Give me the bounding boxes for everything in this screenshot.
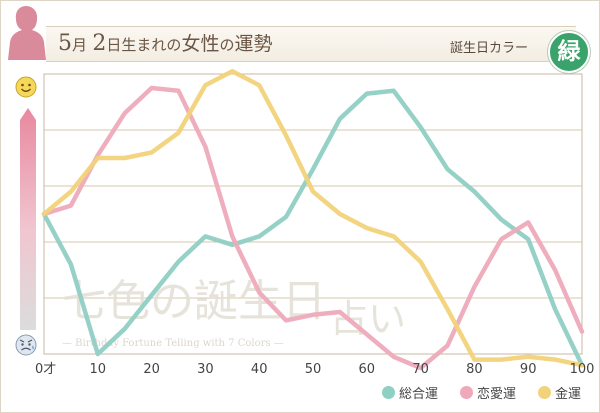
title-day: 2: [92, 31, 107, 56]
x-tick-label: 50: [305, 362, 322, 377]
series-lines: [41, 68, 585, 371]
x-tick-label: 100: [570, 362, 595, 377]
legend-swatch: [538, 385, 551, 399]
x-tick-label: 80: [466, 362, 483, 377]
title-month-unit: 月: [72, 36, 88, 54]
legend-item-series-2: 恋愛運: [460, 383, 517, 402]
title-rest: 日生まれの: [106, 36, 182, 54]
series-line-3: [41, 68, 585, 368]
header: 5月 2日生まれの女性の運勢 誕生日カラー 緑: [0, 0, 600, 73]
title-fortune: 運勢: [234, 33, 273, 55]
legend-label: 恋愛運: [477, 386, 517, 402]
x-tick-label: 10: [90, 362, 107, 377]
x-tick-label: 60: [359, 362, 376, 377]
series-line-2: [41, 85, 585, 371]
legend-item-series-1: 総合運: [382, 383, 439, 402]
title-no: の: [219, 36, 235, 54]
x-axis-ticks: 0才 10 20 30 40 50 60 70 80 90 100: [35, 362, 594, 377]
legend-swatch: [382, 385, 395, 399]
woman-silhouette-icon: [8, 6, 46, 60]
x-tick-label: 40: [251, 362, 268, 377]
title-bar: [46, 26, 576, 62]
legend-label: 金運: [555, 386, 582, 402]
legend-swatch: [460, 385, 473, 399]
worried-face-icon: [15, 334, 37, 356]
x-tick-label: 90: [520, 362, 537, 377]
happy-face-icon: [15, 76, 37, 98]
series-line-1: [41, 88, 585, 368]
grid: [43, 73, 583, 355]
legend-label: 総合運: [399, 386, 439, 402]
title-woman: 女性: [181, 33, 220, 55]
birthday-color-label: 誕生日カラー: [450, 41, 529, 56]
legend-item-series-3: 金運: [538, 383, 582, 402]
x-tick-label: 0才: [35, 362, 56, 377]
birthday-color-badge: 緑: [548, 31, 590, 73]
x-tick-label: 30: [197, 362, 214, 377]
x-tick-label: 70: [412, 362, 429, 377]
title-month: 5: [58, 31, 72, 56]
fortune-level-bar: [20, 108, 36, 330]
watermark-caption: — Birthday Fortune Telling with 7 Colors…: [62, 338, 284, 349]
x-tick-label: 20: [143, 362, 160, 377]
page-title: 5月 2日生まれの女性の運勢: [58, 30, 272, 58]
